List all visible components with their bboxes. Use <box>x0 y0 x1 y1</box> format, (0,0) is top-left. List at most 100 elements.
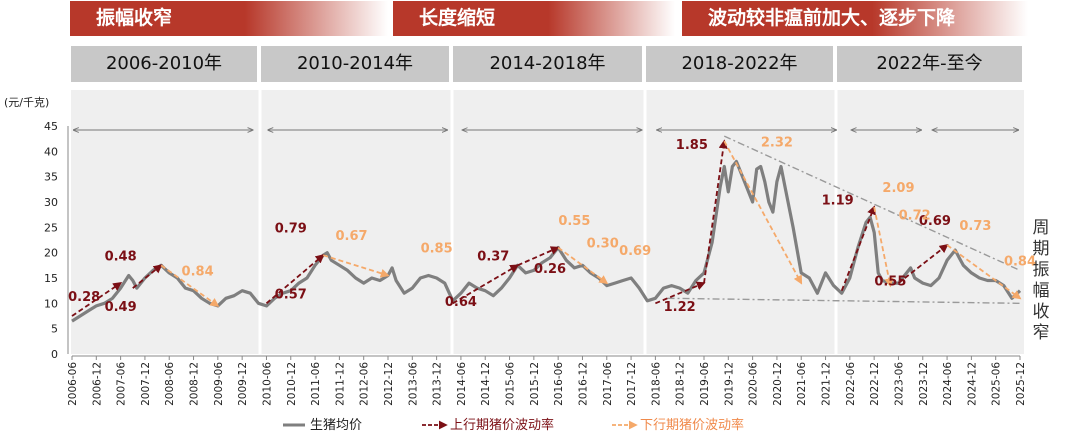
y-tick-label: 10 <box>44 297 58 310</box>
x-tick-label: 2013-06 <box>407 362 419 406</box>
x-tick-label: 2016-12 <box>577 362 589 406</box>
period-header: 2022年-至今 <box>837 46 1022 82</box>
downtrend-arrow <box>557 246 609 285</box>
trough-label: 0.49 <box>105 300 137 315</box>
x-tick-label: 2009-06 <box>213 362 225 406</box>
period-panel <box>71 90 259 354</box>
x-tick-label: 2010-12 <box>286 362 298 406</box>
x-tick-label: 2021-12 <box>821 362 833 406</box>
x-tick-label: 2020-12 <box>772 362 784 406</box>
trough-label: 0.64 <box>445 295 477 310</box>
y-tick-label: 45 <box>44 120 58 133</box>
x-tick-label: 2018-12 <box>675 362 687 406</box>
y-tick-label: 5 <box>51 323 58 336</box>
trough-label: 1.22 <box>664 300 696 315</box>
x-tick-label: 2009-12 <box>237 362 249 406</box>
y-tick-label: 20 <box>44 247 58 260</box>
x-tick-label: 2007-06 <box>116 362 128 406</box>
x-tick-label: 2021-06 <box>796 362 808 406</box>
x-tick-label: 2008-06 <box>164 362 176 406</box>
uptrend-arrow <box>897 243 949 284</box>
x-tick-label: 2022-06 <box>845 362 857 406</box>
x-tick-label: 2025-12 <box>1015 362 1027 406</box>
x-tick-label: 2013-12 <box>432 362 444 406</box>
uptrend-arrow <box>452 264 520 305</box>
y-tick-label: 30 <box>44 196 58 209</box>
uptrend-arrow <box>265 254 325 305</box>
down-volatility-label: 0.85 <box>421 242 453 257</box>
x-tick-label: 2024-12 <box>966 362 978 406</box>
period-header: 2010-2014年 <box>261 46 449 82</box>
banner-3: 波动较非瘟前加大、逐步下降 <box>682 1 1028 36</box>
x-tick-label: 2015-12 <box>529 362 541 406</box>
trough-label: 0.55 <box>874 275 906 290</box>
period-header: 2018-2022年 <box>646 46 833 82</box>
down-volatility-label: 0.84 <box>1004 254 1036 269</box>
price-line <box>71 159 1022 323</box>
down-volatility-label: 0.67 <box>335 229 367 244</box>
downtrend-arrow <box>322 254 390 278</box>
x-tick-label: 2020-06 <box>748 362 760 406</box>
up-volatility-label: 0.69 <box>919 214 951 229</box>
period-header: 2006-2010年 <box>71 46 257 82</box>
downtrend-arrow <box>873 206 894 288</box>
x-tick-label: 2017-06 <box>602 362 614 406</box>
x-tick-label: 2015-06 <box>505 362 517 406</box>
up-volatility-label: 0.28 <box>68 290 100 305</box>
x-tick-label: 2023-12 <box>918 362 930 406</box>
down-volatility-label: 0.84 <box>182 264 214 279</box>
down-volatility-label: 0.72 <box>899 209 931 224</box>
period-header: 2014-2018年 <box>453 46 642 82</box>
down-volatility-label: 2.09 <box>882 181 914 196</box>
banner-2: 长度缩短 <box>393 1 675 36</box>
uptrend-arrow <box>840 205 876 291</box>
x-tick-label: 2019-12 <box>723 362 735 406</box>
x-tick-label: 2006-12 <box>91 362 103 406</box>
trend-line <box>667 297 1021 305</box>
x-tick-label: 2012-12 <box>383 362 395 406</box>
uptrend-arrow <box>655 281 706 305</box>
down-volatility-label: 0.73 <box>959 219 991 234</box>
down-volatility-label: 0.30 <box>587 237 619 252</box>
x-tick-label: 2024-06 <box>942 362 954 406</box>
down-volatility-label: 2.32 <box>761 135 793 150</box>
trough-label: 0.26 <box>534 262 566 277</box>
trough-label: 0.57 <box>275 287 307 302</box>
banner-1: 振幅收窄 <box>70 1 388 36</box>
x-tick-label: 2007-12 <box>140 362 152 406</box>
up-volatility-label: 1.85 <box>676 138 708 153</box>
downtrend-arrow <box>723 140 803 285</box>
period-panel <box>453 90 644 354</box>
x-tick-label: 2023-06 <box>893 362 905 406</box>
uptrend-arrow <box>132 264 163 289</box>
x-tick-label: 2022-12 <box>869 362 881 406</box>
y-tick-label: 40 <box>44 145 58 158</box>
x-tick-label: 2011-12 <box>334 362 346 406</box>
y-tick-label: 25 <box>44 221 58 234</box>
y-axis-label: (元/千克) <box>4 96 49 109</box>
legend-price-label: 生猪均价 <box>310 418 362 433</box>
uptrend-arrow <box>71 282 123 317</box>
x-tick-label: 2018-06 <box>650 362 662 406</box>
period-panel <box>261 90 451 354</box>
downtrend-arrow <box>160 264 220 307</box>
x-tick-label: 2019-06 <box>699 362 711 406</box>
up-volatility-label: 0.48 <box>105 249 137 264</box>
x-tick-label: 2014-06 <box>456 362 468 406</box>
uptrend-arrow <box>517 246 560 267</box>
x-tick-label: 2017-12 <box>626 362 638 406</box>
period-panel <box>646 90 835 354</box>
x-tick-label: 2011-06 <box>310 362 322 406</box>
trend-line <box>723 135 1021 272</box>
up-volatility-label: 1.19 <box>822 194 854 209</box>
y-tick-label: 0 <box>51 348 58 361</box>
x-tick-label: 2010-06 <box>261 362 273 406</box>
x-tick-label: 2008-12 <box>189 362 201 406</box>
downtrend-arrow <box>946 244 1022 300</box>
down-volatility-label: 0.55 <box>558 214 590 229</box>
legend-up-label: 上行期猪价波动率 <box>450 417 554 433</box>
up-volatility-label: 0.79 <box>275 221 307 236</box>
x-tick-label: 2016-06 <box>553 362 565 406</box>
x-tick-label: 2006-06 <box>67 362 79 406</box>
